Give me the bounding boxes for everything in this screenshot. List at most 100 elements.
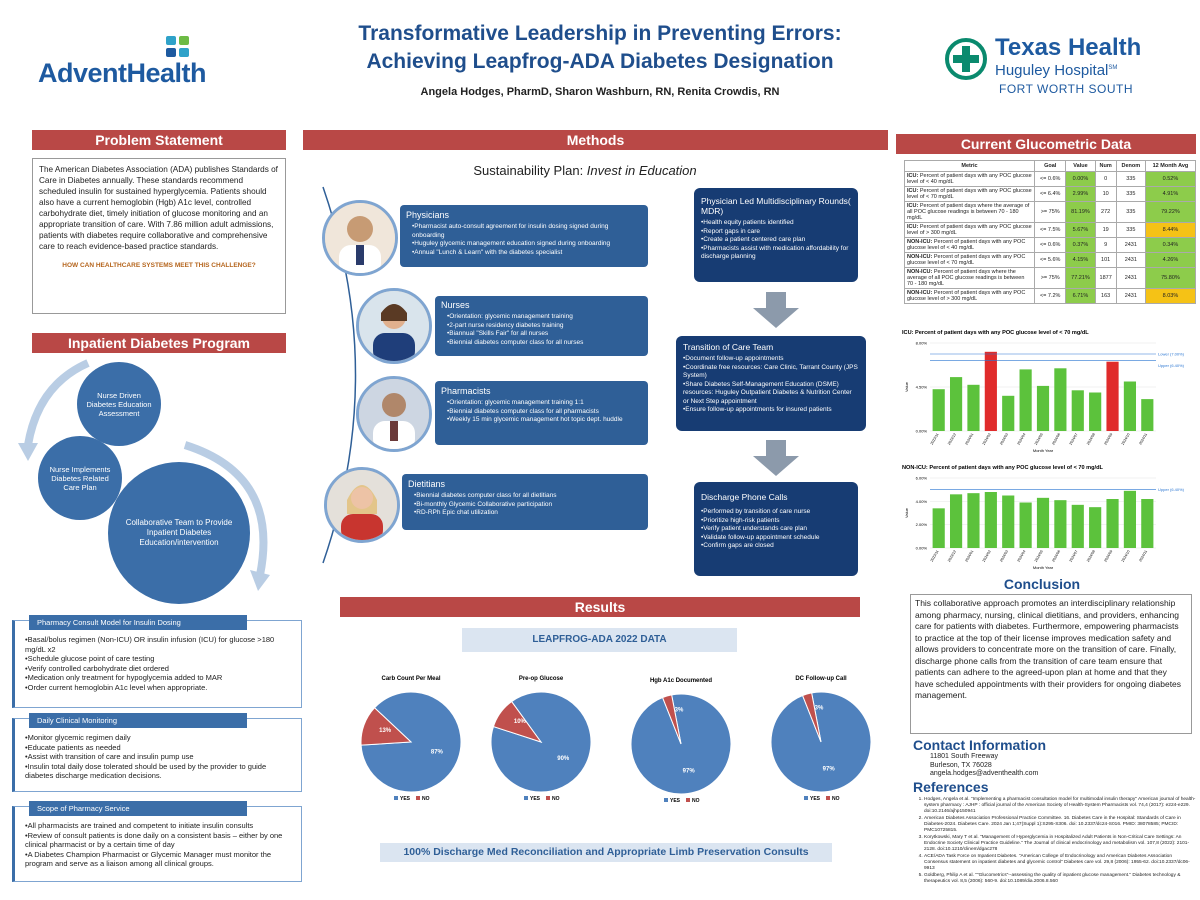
bar bbox=[1036, 497, 1050, 548]
metric-desc: Percent of patient days where the averag… bbox=[907, 203, 1030, 221]
x-tick-label: 2024/06 bbox=[1051, 433, 1061, 446]
legend-label: YES bbox=[530, 796, 541, 802]
col-header: Goal bbox=[1033, 160, 1067, 172]
x-tick-label: 2024/04 bbox=[1017, 433, 1027, 446]
reference-item: Hodges, Angela et al. "Implementing a ph… bbox=[924, 797, 1196, 815]
num-cell: 10 bbox=[1094, 186, 1117, 202]
list-item: Basal/bolus regimen (Non-ICU) OR insulin… bbox=[25, 635, 291, 654]
avg-cell: 4.91% bbox=[1144, 186, 1197, 202]
advent-logo-text: AdventHealth bbox=[38, 58, 207, 88]
bar-svg: ICU: Percent of patient days with any PO… bbox=[902, 330, 1185, 453]
consult-model-heading: Pharmacy Consult Model for Insulin Dosin… bbox=[29, 615, 247, 630]
y-tick-label: 4.50% bbox=[916, 385, 928, 390]
value-cell: 81.19% bbox=[1065, 201, 1096, 223]
avg-cell: 79.22% bbox=[1144, 201, 1197, 223]
role-card-dietitians: Dietitians Biennial diabetes computer cl… bbox=[402, 474, 648, 530]
pie-chart-preop-glucose: Pre-op Glucose 90% 10% YES NO bbox=[482, 672, 600, 810]
list-item: 2-part nurse residency diabetes training bbox=[447, 322, 642, 331]
num-cell: 9 bbox=[1094, 237, 1117, 253]
bar bbox=[1036, 385, 1050, 431]
list-item: •A Diabetes Champion Pharmacist or Glyce… bbox=[25, 849, 272, 869]
metric-desc: Percent of patient days with any POC glu… bbox=[907, 239, 1026, 251]
denom-cell: 335 bbox=[1115, 186, 1146, 202]
pie-slice-no bbox=[492, 700, 543, 743]
list-item: Create a patient centered care plan bbox=[701, 236, 851, 245]
avg-cell: 75.80% bbox=[1144, 267, 1197, 289]
list-item: •All pharmacists are trained and compete… bbox=[25, 821, 254, 830]
bar bbox=[1089, 392, 1102, 431]
legend-label: NO bbox=[692, 798, 700, 804]
x-tick-label: 2024/11 bbox=[1138, 433, 1148, 446]
metric-cell: NON-ICU: Percent of patient days where t… bbox=[904, 267, 1035, 289]
bar bbox=[1054, 368, 1067, 431]
list-item: Report gaps in care bbox=[701, 228, 851, 237]
metric-desc: Percent of patient days with any POC glu… bbox=[907, 224, 1032, 236]
y-tick-label: 2.00% bbox=[916, 522, 928, 527]
metric-label: ICU: bbox=[907, 203, 919, 209]
x-tick-label: 2024/09 bbox=[1103, 433, 1113, 446]
legend-swatch bbox=[686, 798, 690, 802]
pharmacist-photo bbox=[356, 376, 432, 452]
x-tick-label: 2024/06 bbox=[1051, 550, 1061, 563]
bar bbox=[1071, 390, 1084, 431]
denom-cell: 2431 bbox=[1115, 288, 1146, 304]
col-header: 12 Month Avg bbox=[1144, 160, 1197, 172]
denom-cell: 2431 bbox=[1115, 267, 1146, 289]
list-item: Assist with transition of care and insul… bbox=[25, 752, 291, 762]
list-item: Share Diabetes Self-Management Education… bbox=[683, 381, 859, 407]
x-tick-label: 2024/10 bbox=[1121, 550, 1131, 563]
avg-cell: 8.03% bbox=[1144, 288, 1197, 304]
scope-box: Scope of Pharmacy Service •All pharmacis… bbox=[12, 801, 302, 882]
subtitle-emphasis: Invest in Education bbox=[586, 163, 697, 178]
hospital-name: Huguley Hospital bbox=[995, 62, 1109, 79]
num-cell: 272 bbox=[1094, 201, 1117, 223]
pie-data-label: 3% bbox=[815, 705, 824, 711]
num-cell: 0 bbox=[1094, 171, 1117, 187]
legend-swatch bbox=[664, 798, 668, 802]
list-item: Orientation: glycemic management trainin… bbox=[447, 313, 642, 322]
flow-card-mdr: Physician Led Multidisciplinary Rounds( … bbox=[694, 188, 858, 282]
pie-chart-dc-followup: DC Follow-up Call 97% 3% YES NO bbox=[762, 672, 880, 810]
contact-email[interactable]: angela.hodges@adventhealth.com bbox=[930, 770, 1039, 777]
pie-slice-no bbox=[801, 692, 822, 743]
problem-heading: Problem Statement bbox=[32, 130, 286, 150]
metric-label: NON-ICU: bbox=[907, 290, 933, 296]
reference-item: Korytkowski, Mary T et al. "Management o… bbox=[924, 835, 1196, 853]
pie-data-label: 87% bbox=[431, 749, 444, 755]
icu-bar-chart: ICU: Percent of patient days with any PO… bbox=[902, 329, 1198, 453]
metric-cell: NON-ICU: Percent of patient days with an… bbox=[904, 252, 1035, 268]
value-cell: 0.00% bbox=[1065, 171, 1096, 187]
x-tick-label: 2023/11 bbox=[930, 550, 940, 563]
x-tick-label: 2024/02 bbox=[982, 550, 992, 563]
x-tick-label: 2024/11 bbox=[1138, 550, 1148, 563]
physician-photo bbox=[322, 200, 398, 276]
daily-monitoring-heading: Daily Clinical Monitoring bbox=[29, 713, 247, 728]
sm-mark: SM bbox=[1108, 65, 1118, 71]
pie-slice-no bbox=[360, 707, 413, 746]
list-item: Educate patients as needed bbox=[25, 743, 291, 753]
list-item: Pharmacist auto-consult agreement for in… bbox=[412, 223, 642, 240]
pie-data-label: 97% bbox=[683, 768, 696, 774]
avg-cell: 0.34% bbox=[1144, 237, 1197, 253]
list-item: •Review of consult patients is done dail… bbox=[25, 830, 283, 850]
x-tick-label: 2024/05 bbox=[1034, 550, 1044, 563]
metric-cell: ICU: Percent of patient days with any PO… bbox=[904, 222, 1035, 238]
bar bbox=[1106, 499, 1119, 548]
x-tick-label: 2024/03 bbox=[999, 550, 1009, 563]
results-footer: 100% Discharge Med Reconciliation and Ap… bbox=[380, 843, 832, 862]
goal-cell: <= 6.4% bbox=[1033, 186, 1067, 202]
bar bbox=[1123, 381, 1137, 431]
poster-title-line1: Transformative Leadership in Preventing … bbox=[358, 22, 842, 45]
list-item: Biannual "Skills Fair" for all nurses bbox=[447, 330, 642, 339]
problem-box: The American Diabetes Association (ADA) … bbox=[32, 158, 286, 314]
metric-desc: Percent of patient days where the averag… bbox=[907, 269, 1025, 287]
pie-svg: Pre-op Glucose 90% 10% YES NO bbox=[490, 676, 592, 802]
num-cell: 101 bbox=[1094, 252, 1117, 268]
value-cell: 5.67% bbox=[1065, 222, 1096, 238]
flow-name: Discharge Phone Calls bbox=[701, 492, 788, 502]
bar bbox=[1002, 495, 1015, 548]
cycle-arrows-icon bbox=[18, 359, 270, 591]
list-item: Verify patient understands care plan bbox=[701, 525, 851, 534]
pie-data-label: 3% bbox=[675, 707, 684, 713]
metric-desc: Percent of patient days with any POC glu… bbox=[907, 290, 1026, 302]
